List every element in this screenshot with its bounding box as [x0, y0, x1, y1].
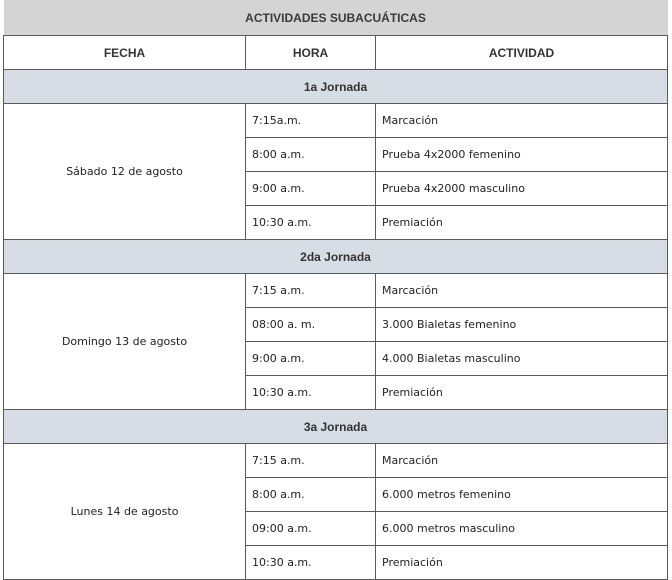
- hora-cell: 9:00 a.m.: [245, 341, 376, 376]
- table-row: 09:00 a.m. 6.000 metros masculino: [4, 511, 668, 546]
- header-fecha: FECHA: [3, 35, 246, 70]
- actividad-cell: Marcación: [375, 443, 668, 478]
- actividad-cell: Marcación: [375, 103, 668, 138]
- actividad-cell: 6.000 metros femenino: [375, 477, 668, 512]
- header-hora: HORA: [245, 35, 376, 70]
- table-row: 8:00 a.m. Prueba 4x2000 femenino: [4, 137, 668, 172]
- hora-cell: 9:00 a.m.: [245, 171, 376, 206]
- jornada-label: 1a Jornada: [3, 69, 668, 104]
- table-title: ACTIVIDADES SUBACUÁTICAS: [3, 0, 668, 36]
- jornada-label: 3a Jornada: [3, 409, 668, 444]
- fecha-cell: Sábado 12 de agosto: [3, 103, 246, 240]
- hora-cell: 10:30 a.m.: [245, 205, 376, 240]
- actividad-cell: 3.000 Bialetas femenino: [375, 307, 668, 342]
- schedule-table: ACTIVIDADES SUBACUÁTICAS FECHA HORA ACTI…: [3, 0, 668, 580]
- actividad-cell: Marcación: [375, 273, 668, 308]
- table-row: 10:30 a.m. Premiación: [4, 205, 668, 240]
- actividad-cell: Prueba 4x2000 masculino: [375, 171, 668, 206]
- hora-cell: 7:15 a.m.: [245, 443, 376, 478]
- jornada-row: 3a Jornada: [3, 409, 668, 444]
- table-row: 9:00 a.m. 4.000 Bialetas masculino: [4, 341, 668, 376]
- jornada-label: 2da Jornada: [3, 239, 668, 274]
- hora-cell: 7:15a.m.: [245, 103, 376, 138]
- actividad-cell: 4.000 Bialetas masculino: [375, 341, 668, 376]
- hora-cell: 7:15 a.m.: [245, 273, 376, 308]
- table-row: Lunes 14 de agosto 7:15 a.m. Marcación: [3, 443, 668, 580]
- header-actividad: ACTIVIDAD: [375, 35, 668, 70]
- table-row: Sábado 12 de agosto 7:15a.m. Marcación: [3, 103, 668, 240]
- fecha-cell: Lunes 14 de agosto: [3, 443, 246, 580]
- hora-cell: 8:00 a.m.: [245, 137, 376, 172]
- table-row: 08:00 a. m. 3.000 Bialetas femenino: [4, 307, 668, 342]
- jornada-row: 1a Jornada: [3, 69, 668, 104]
- table-row: 9:00 a.m. Prueba 4x2000 masculino: [4, 171, 668, 206]
- table-row: Domingo 13 de agosto 7:15 a.m. Marcación: [3, 273, 668, 410]
- jornada-row: 2da Jornada: [3, 239, 668, 274]
- actividad-cell: 6.000 metros masculino: [375, 511, 668, 546]
- actividad-cell: Prueba 4x2000 femenino: [375, 137, 668, 172]
- table-row: 10:30 a.m. Premiación: [4, 375, 668, 410]
- hora-cell: 10:30 a.m.: [245, 545, 376, 580]
- title-row: ACTIVIDADES SUBACUÁTICAS: [3, 0, 668, 36]
- hora-cell: 08:00 a. m.: [245, 307, 376, 342]
- actividad-cell: Premiación: [375, 545, 668, 580]
- hora-cell: 09:00 a.m.: [245, 511, 376, 546]
- actividad-cell: Premiación: [375, 205, 668, 240]
- actividad-cell: Premiación: [375, 375, 668, 410]
- fecha-cell: Domingo 13 de agosto: [3, 273, 246, 410]
- hora-cell: 10:30 a.m.: [245, 375, 376, 410]
- header-row: FECHA HORA ACTIVIDAD: [3, 35, 668, 70]
- hora-cell: 8:00 a.m.: [245, 477, 376, 512]
- table-row: 8:00 a.m. 6.000 metros femenino: [4, 477, 668, 512]
